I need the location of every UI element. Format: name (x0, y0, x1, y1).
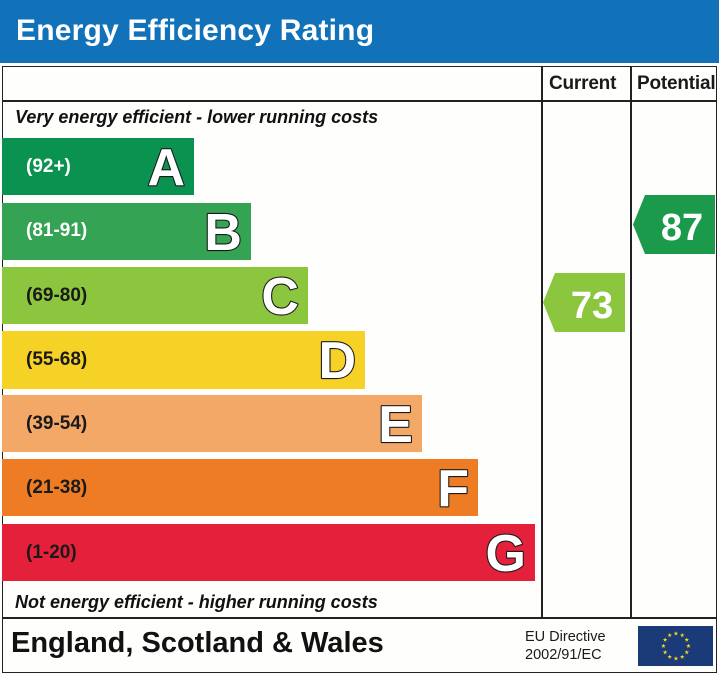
svg-text:G: G (486, 525, 526, 581)
svg-text:B: B (204, 204, 242, 260)
svg-text:D: D (318, 332, 356, 389)
svg-text:87: 87 (661, 207, 703, 249)
svg-text:F: F (437, 460, 469, 516)
svg-text:73: 73 (571, 285, 613, 327)
svg-text:A: A (147, 139, 185, 195)
svg-text:C: C (261, 268, 299, 324)
svg-text:E: E (378, 396, 413, 452)
